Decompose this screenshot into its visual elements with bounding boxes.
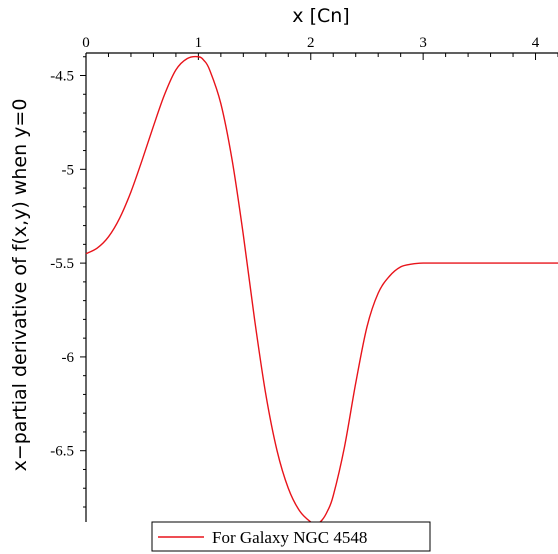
y-axis-title: x−partial derivative of f(x,y) when y=0 [9, 99, 31, 472]
plot-area: 0 1 2 3 4 -4.5 -5 -5.5 -6 -6.5 [50, 35, 558, 525]
x-ticks: 0 1 2 3 4 [82, 35, 558, 60]
series-line-ngc-4548 [85, 55, 558, 525]
y-tick-label: -6.5 [50, 444, 74, 460]
legend: For Galaxy NGC 4548 [151, 521, 431, 552]
x-tick-label: 0 [82, 35, 90, 51]
x-tick-label: 3 [419, 35, 427, 51]
x-tick-label: 1 [195, 35, 203, 51]
y-tick-label: -5 [62, 162, 75, 178]
y-tick-label: -4.5 [50, 69, 74, 85]
x-tick-label: 2 [307, 35, 315, 51]
y-tick-label: -6 [62, 350, 75, 366]
legend-label: For Galaxy NGC 4548 [212, 528, 367, 547]
y-ticks: -4.5 -5 -5.5 -6 -6.5 [50, 56, 86, 508]
x-axis-title: x [Cn] [292, 5, 349, 27]
y-tick-label: -5.5 [50, 256, 74, 272]
x-tick-label: 4 [532, 35, 540, 51]
